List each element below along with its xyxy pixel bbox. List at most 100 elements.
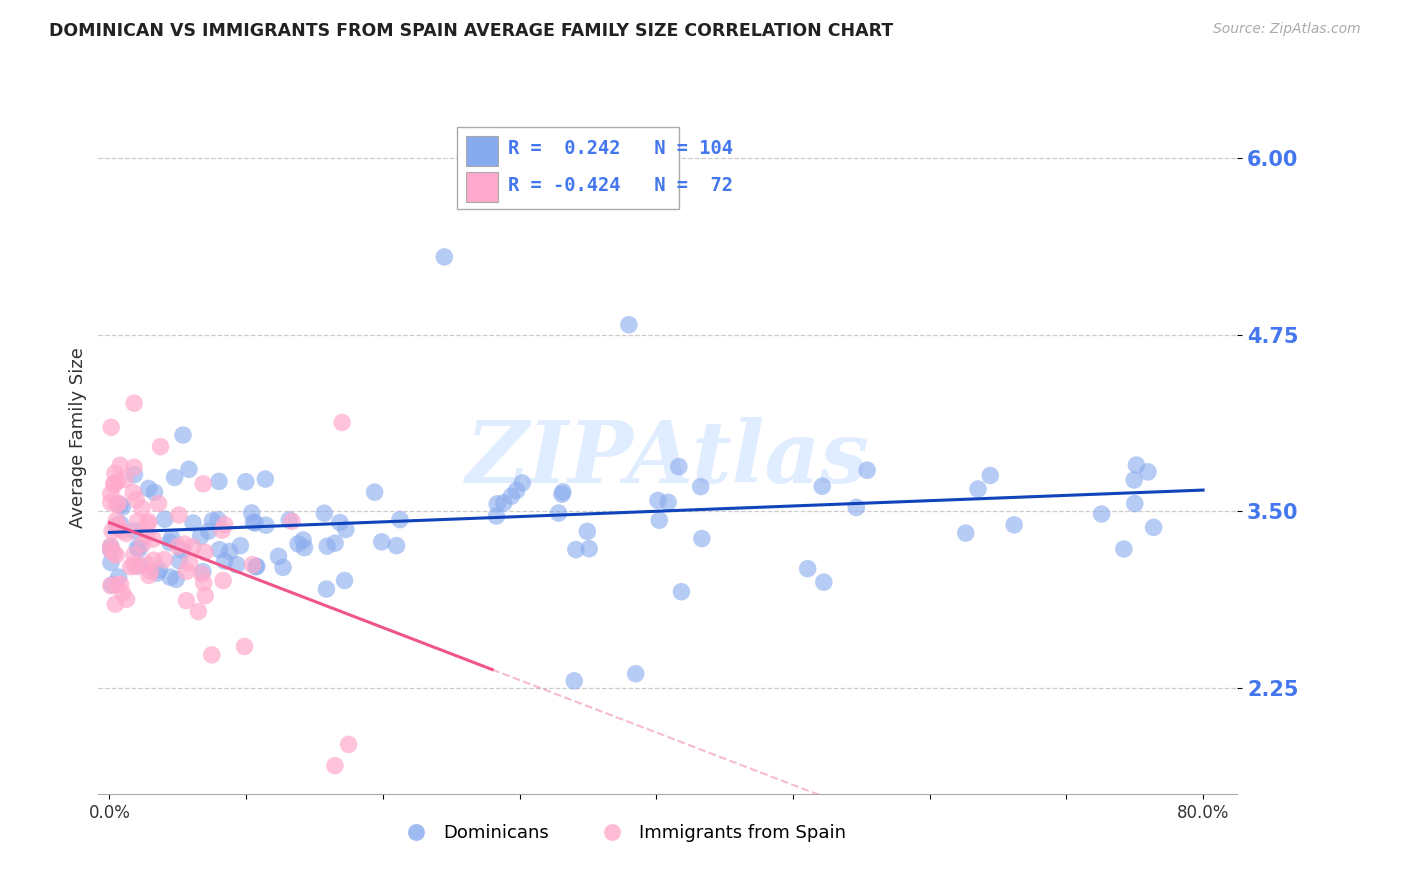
Point (193, 476, 215, 491)
Point (100, 420, 122, 434)
Y-axis label: Average Family Size: Average Family Size (69, 347, 87, 527)
Point (243, 516, 266, 530)
Point (245, 559, 267, 574)
Point (267, 549, 290, 564)
Point (104, 467, 127, 481)
Point (1136, 465, 1159, 479)
Point (337, 738, 360, 752)
Point (254, 472, 277, 486)
Point (690, 532, 713, 546)
Point (486, 497, 509, 511)
Point (169, 554, 191, 568)
Point (120, 559, 142, 574)
FancyBboxPatch shape (467, 136, 498, 166)
Point (1143, 520, 1166, 534)
Point (167, 508, 190, 522)
Point (242, 516, 264, 530)
Point (271, 560, 294, 574)
Point (100, 540, 122, 554)
Point (194, 545, 217, 559)
Point (193, 575, 215, 590)
Point (166, 540, 188, 554)
Point (212, 574, 235, 588)
Point (128, 541, 150, 556)
Point (124, 524, 146, 538)
Point (845, 500, 868, 515)
Point (856, 463, 879, 477)
Point (294, 541, 316, 555)
Point (101, 524, 124, 538)
Point (955, 526, 977, 541)
Point (105, 578, 128, 592)
Legend: Dominicans, Immigrants from Spain: Dominicans, Immigrants from Spain (391, 817, 853, 849)
Point (363, 485, 385, 500)
Point (136, 516, 159, 531)
Point (501, 489, 523, 503)
Point (105, 498, 128, 512)
Point (617, 318, 640, 332)
Point (153, 552, 176, 566)
Point (111, 586, 134, 600)
Point (160, 531, 183, 545)
Point (165, 572, 187, 586)
Point (225, 558, 247, 572)
Point (278, 513, 301, 527)
Point (214, 517, 236, 532)
Point (547, 506, 569, 520)
Point (648, 513, 671, 527)
Point (100, 495, 122, 509)
Point (108, 458, 131, 473)
Point (229, 539, 252, 553)
Point (505, 483, 527, 498)
Point (107, 474, 129, 488)
Point (485, 508, 508, 523)
Point (315, 582, 337, 596)
Point (240, 506, 263, 520)
Point (110, 498, 132, 512)
Point (689, 480, 711, 494)
Point (1112, 541, 1135, 556)
Point (314, 506, 336, 520)
Point (551, 484, 574, 499)
Point (146, 566, 169, 580)
Point (110, 516, 132, 531)
Point (127, 515, 149, 529)
Point (172, 543, 194, 558)
Point (111, 524, 134, 538)
Point (191, 565, 214, 579)
Point (657, 495, 679, 509)
Point (142, 553, 165, 567)
Point (433, 250, 456, 264)
Point (135, 527, 157, 541)
Point (333, 574, 356, 588)
Point (335, 523, 357, 537)
Point (105, 519, 128, 533)
Point (172, 428, 194, 442)
Point (187, 605, 209, 619)
Point (176, 593, 198, 607)
Point (103, 477, 125, 491)
FancyBboxPatch shape (467, 171, 498, 202)
Point (562, 673, 585, 688)
Point (142, 532, 165, 546)
Point (246, 559, 269, 574)
Text: R = -0.424   N =  72: R = -0.424 N = 72 (509, 176, 734, 194)
Point (287, 537, 309, 551)
Point (107, 570, 129, 584)
Point (131, 537, 153, 551)
Point (214, 554, 236, 568)
Point (131, 501, 153, 516)
Point (492, 496, 515, 510)
Point (1002, 517, 1025, 532)
Point (207, 513, 229, 527)
Point (177, 462, 200, 476)
Point (125, 559, 148, 574)
Point (115, 526, 138, 541)
Point (139, 564, 162, 578)
Point (190, 530, 212, 544)
Text: R =  0.242   N = 104: R = 0.242 N = 104 (509, 138, 734, 158)
Point (148, 563, 170, 577)
Point (103, 476, 125, 491)
Point (371, 534, 394, 549)
Point (576, 524, 599, 539)
